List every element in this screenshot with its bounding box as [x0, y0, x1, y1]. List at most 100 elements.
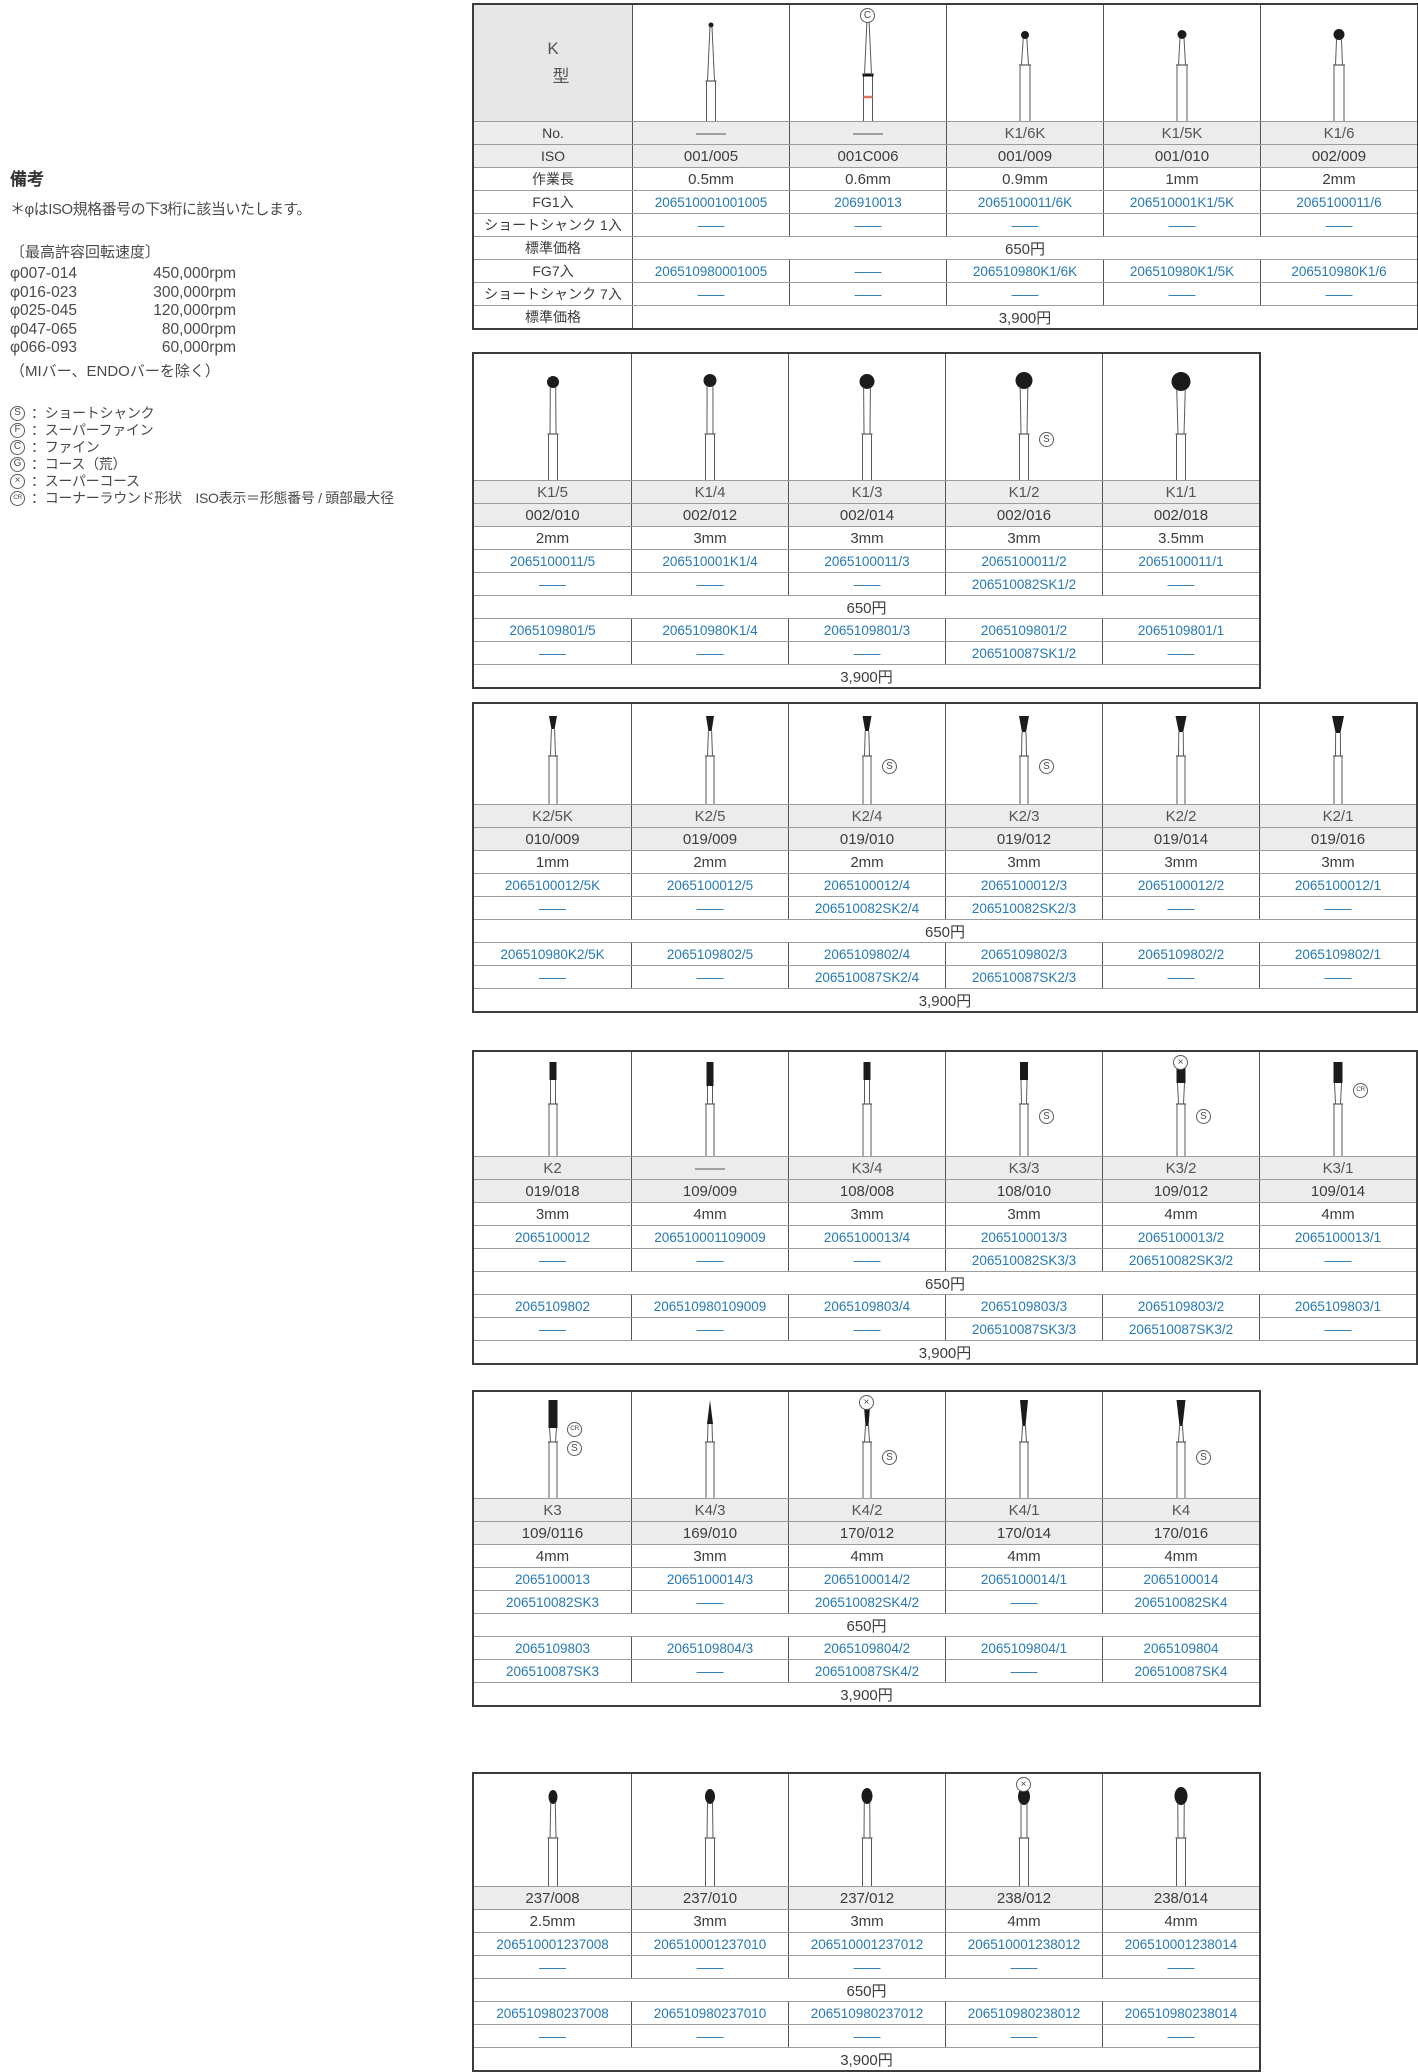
- grit-legend: S ：ショートシャンク F ：スーパーファイン C ：ファイン G ：コース（荒） × ：スーパー…: [10, 405, 462, 507]
- empty-code-cell: ——: [1260, 283, 1417, 305]
- order-code-link[interactable]: 206510087SK3/3: [945, 1318, 1102, 1340]
- order-code-link[interactable]: 2065100013: [514, 1571, 591, 1587]
- order-code-link[interactable]: 206510980238014: [1102, 2002, 1259, 2024]
- order-code-link[interactable]: 2065100012/1: [1259, 874, 1416, 896]
- order-code-link[interactable]: 2065100012: [514, 1229, 591, 1245]
- product-table-pear-237: × 237/008 237/010 237/012 238/012 238/014 2.5m…: [472, 1772, 1261, 2072]
- order-code-link[interactable]: 206510001001005: [632, 191, 789, 213]
- order-code-link[interactable]: 206510082SK3: [505, 1594, 600, 1610]
- order-code-link[interactable]: 206510082SK2/4: [788, 897, 945, 919]
- order-code-link[interactable]: 206510082SK4/2: [788, 1591, 945, 1613]
- order-code-link[interactable]: 206510001238012: [945, 1933, 1102, 1955]
- order-code-link[interactable]: 206510980237008: [496, 2005, 609, 2021]
- order-code-link[interactable]: 206510087SK4/2: [788, 1660, 945, 1682]
- bur-image-cell: × S: [788, 1392, 945, 1498]
- order-code-link[interactable]: 206510082SK1/2: [945, 573, 1102, 595]
- order-code-link[interactable]: 206510001238014: [1102, 1933, 1259, 1955]
- order-code-link[interactable]: 2065100012/5K: [504, 877, 601, 893]
- order-code-link[interactable]: 206510087SK4: [1102, 1660, 1259, 1682]
- order-code-link[interactable]: 2065100013/2: [1102, 1226, 1259, 1248]
- notes-heading: 備考: [10, 170, 44, 189]
- speed-list: φ007-014 450,000rpm φ016-023 300,000rpm φ025…: [10, 265, 462, 358]
- product-name-cell: K3/4: [788, 1157, 945, 1179]
- bur-icon: [1174, 1787, 1188, 1886]
- legend-item: F ：スーパーファイン: [10, 422, 462, 439]
- order-code-link[interactable]: 2065109802/1: [1259, 943, 1416, 965]
- order-code-link[interactable]: 206510082SK3/2: [1102, 1249, 1259, 1271]
- order-code-link[interactable]: 2065100012/2: [1102, 874, 1259, 896]
- order-code-link[interactable]: 206510001K1/5K: [1103, 191, 1260, 213]
- empty-code-cell: ——: [539, 576, 566, 592]
- order-code-link[interactable]: 206510980237010: [631, 2002, 788, 2024]
- legend-item: CR ：コーナーラウンド形状 ISO表示＝形態番号 / 頭部最大径: [10, 490, 462, 507]
- order-code-link[interactable]: 2065109801/3: [788, 619, 945, 641]
- order-code-link[interactable]: 2065109804/2: [788, 1637, 945, 1659]
- order-code-link[interactable]: 206910013: [789, 191, 946, 213]
- iso-code-cell: 001/010: [1103, 145, 1260, 167]
- order-code-link[interactable]: 2065109803/4: [788, 1295, 945, 1317]
- order-code-link[interactable]: 206510980238012: [945, 2002, 1102, 2024]
- order-code-link[interactable]: 206510082SK2/3: [945, 897, 1102, 919]
- order-code-link[interactable]: 2065109802/5: [631, 943, 788, 965]
- order-code-link[interactable]: 2065100012/5: [631, 874, 788, 896]
- order-code-link[interactable]: 2065100011/1: [1102, 550, 1259, 572]
- order-code-link[interactable]: 206510082SK4: [1102, 1591, 1259, 1613]
- order-code-link[interactable]: 2065109802/3: [945, 943, 1102, 965]
- bur-image-cell: CR S: [474, 1392, 631, 1498]
- order-code-link[interactable]: 206510001109009: [631, 1226, 788, 1248]
- order-code-link[interactable]: 206510001237008: [496, 1936, 609, 1952]
- order-code-link[interactable]: 2065100011/6K: [946, 191, 1103, 213]
- order-code-link[interactable]: 206510980001005: [632, 260, 789, 282]
- order-code-link[interactable]: 2065109804/3: [631, 1637, 788, 1659]
- order-code-link[interactable]: 206510001K1/4: [631, 550, 788, 572]
- order-code-link[interactable]: 2065109804: [1102, 1637, 1259, 1659]
- order-code-link[interactable]: 206510980K2/5K: [500, 946, 605, 962]
- order-code-link[interactable]: 2065109801/1: [1102, 619, 1259, 641]
- order-code-link[interactable]: 2065109802/2: [1102, 943, 1259, 965]
- order-code-link[interactable]: 2065100011/5: [509, 553, 596, 569]
- price-cell: 3,900円: [840, 2051, 893, 2069]
- bur-image-cell: [631, 354, 788, 480]
- order-code-link[interactable]: 2065100013/3: [945, 1226, 1102, 1248]
- order-code-link[interactable]: 206510087SK2/3: [945, 966, 1102, 988]
- row-fg7: 206510980237008 206510980237010 2065109802…: [474, 2001, 1259, 2024]
- empty-code-cell: ——: [631, 1660, 788, 1682]
- order-code-link[interactable]: 2065109801/2: [945, 619, 1102, 641]
- order-code-link[interactable]: 2065109801/5: [509, 622, 596, 638]
- order-code-link[interactable]: 206510980K1/6K: [946, 260, 1103, 282]
- order-code-link[interactable]: 2065100014/3: [631, 1568, 788, 1590]
- order-code-link[interactable]: 2065109803/2: [1102, 1295, 1259, 1317]
- order-code-link[interactable]: 206510001237010: [631, 1933, 788, 1955]
- order-code-link[interactable]: 2065100012/4: [788, 874, 945, 896]
- order-code-link[interactable]: 206510980237012: [788, 2002, 945, 2024]
- order-code-link[interactable]: 2065100014: [1102, 1568, 1259, 1590]
- order-code-link[interactable]: 2065100011/6: [1260, 191, 1417, 213]
- order-code-link[interactable]: 2065109802/4: [788, 943, 945, 965]
- order-code-link[interactable]: 2065100014/2: [788, 1568, 945, 1590]
- order-code-link[interactable]: 2065100014/1: [945, 1568, 1102, 1590]
- order-code-link[interactable]: 206510082SK3/3: [945, 1249, 1102, 1271]
- order-code-link[interactable]: 2065109803: [514, 1640, 591, 1656]
- bur-image-cell: [1102, 354, 1259, 480]
- order-code-link[interactable]: 206510087SK2/4: [788, 966, 945, 988]
- order-code-link[interactable]: 2065109804/1: [945, 1637, 1102, 1659]
- order-code-link[interactable]: 2065100012/3: [945, 874, 1102, 896]
- bur-icon: [1171, 372, 1191, 480]
- order-code-link[interactable]: 2065100013/1: [1259, 1226, 1416, 1248]
- order-code-link[interactable]: 2065100011/3: [788, 550, 945, 572]
- order-code-link[interactable]: 206510087SK3/2: [1102, 1318, 1259, 1340]
- order-code-link[interactable]: 2065100011/2: [945, 550, 1102, 572]
- order-code-link[interactable]: 206510980K1/5K: [1103, 260, 1260, 282]
- order-code-link[interactable]: 206510980K1/4: [631, 619, 788, 641]
- row-fg7: FG7入 206510980001005 —— 206510980K1/6K 20651…: [474, 259, 1417, 282]
- order-code-link[interactable]: 206510001237012: [788, 1933, 945, 1955]
- order-code-link[interactable]: 206510087SK1/2: [945, 642, 1102, 664]
- order-code-link[interactable]: 2065109803/3: [945, 1295, 1102, 1317]
- order-code-link[interactable]: 2065109802: [514, 1298, 591, 1314]
- order-code-link[interactable]: 206510087SK3: [505, 1663, 600, 1679]
- row-price: 650円: [474, 595, 1259, 618]
- order-code-link[interactable]: 206510980K1/6: [1260, 260, 1417, 282]
- order-code-link[interactable]: 2065100013/4: [788, 1226, 945, 1248]
- order-code-link[interactable]: 206510980109009: [631, 1295, 788, 1317]
- order-code-link[interactable]: 2065109803/1: [1259, 1295, 1416, 1317]
